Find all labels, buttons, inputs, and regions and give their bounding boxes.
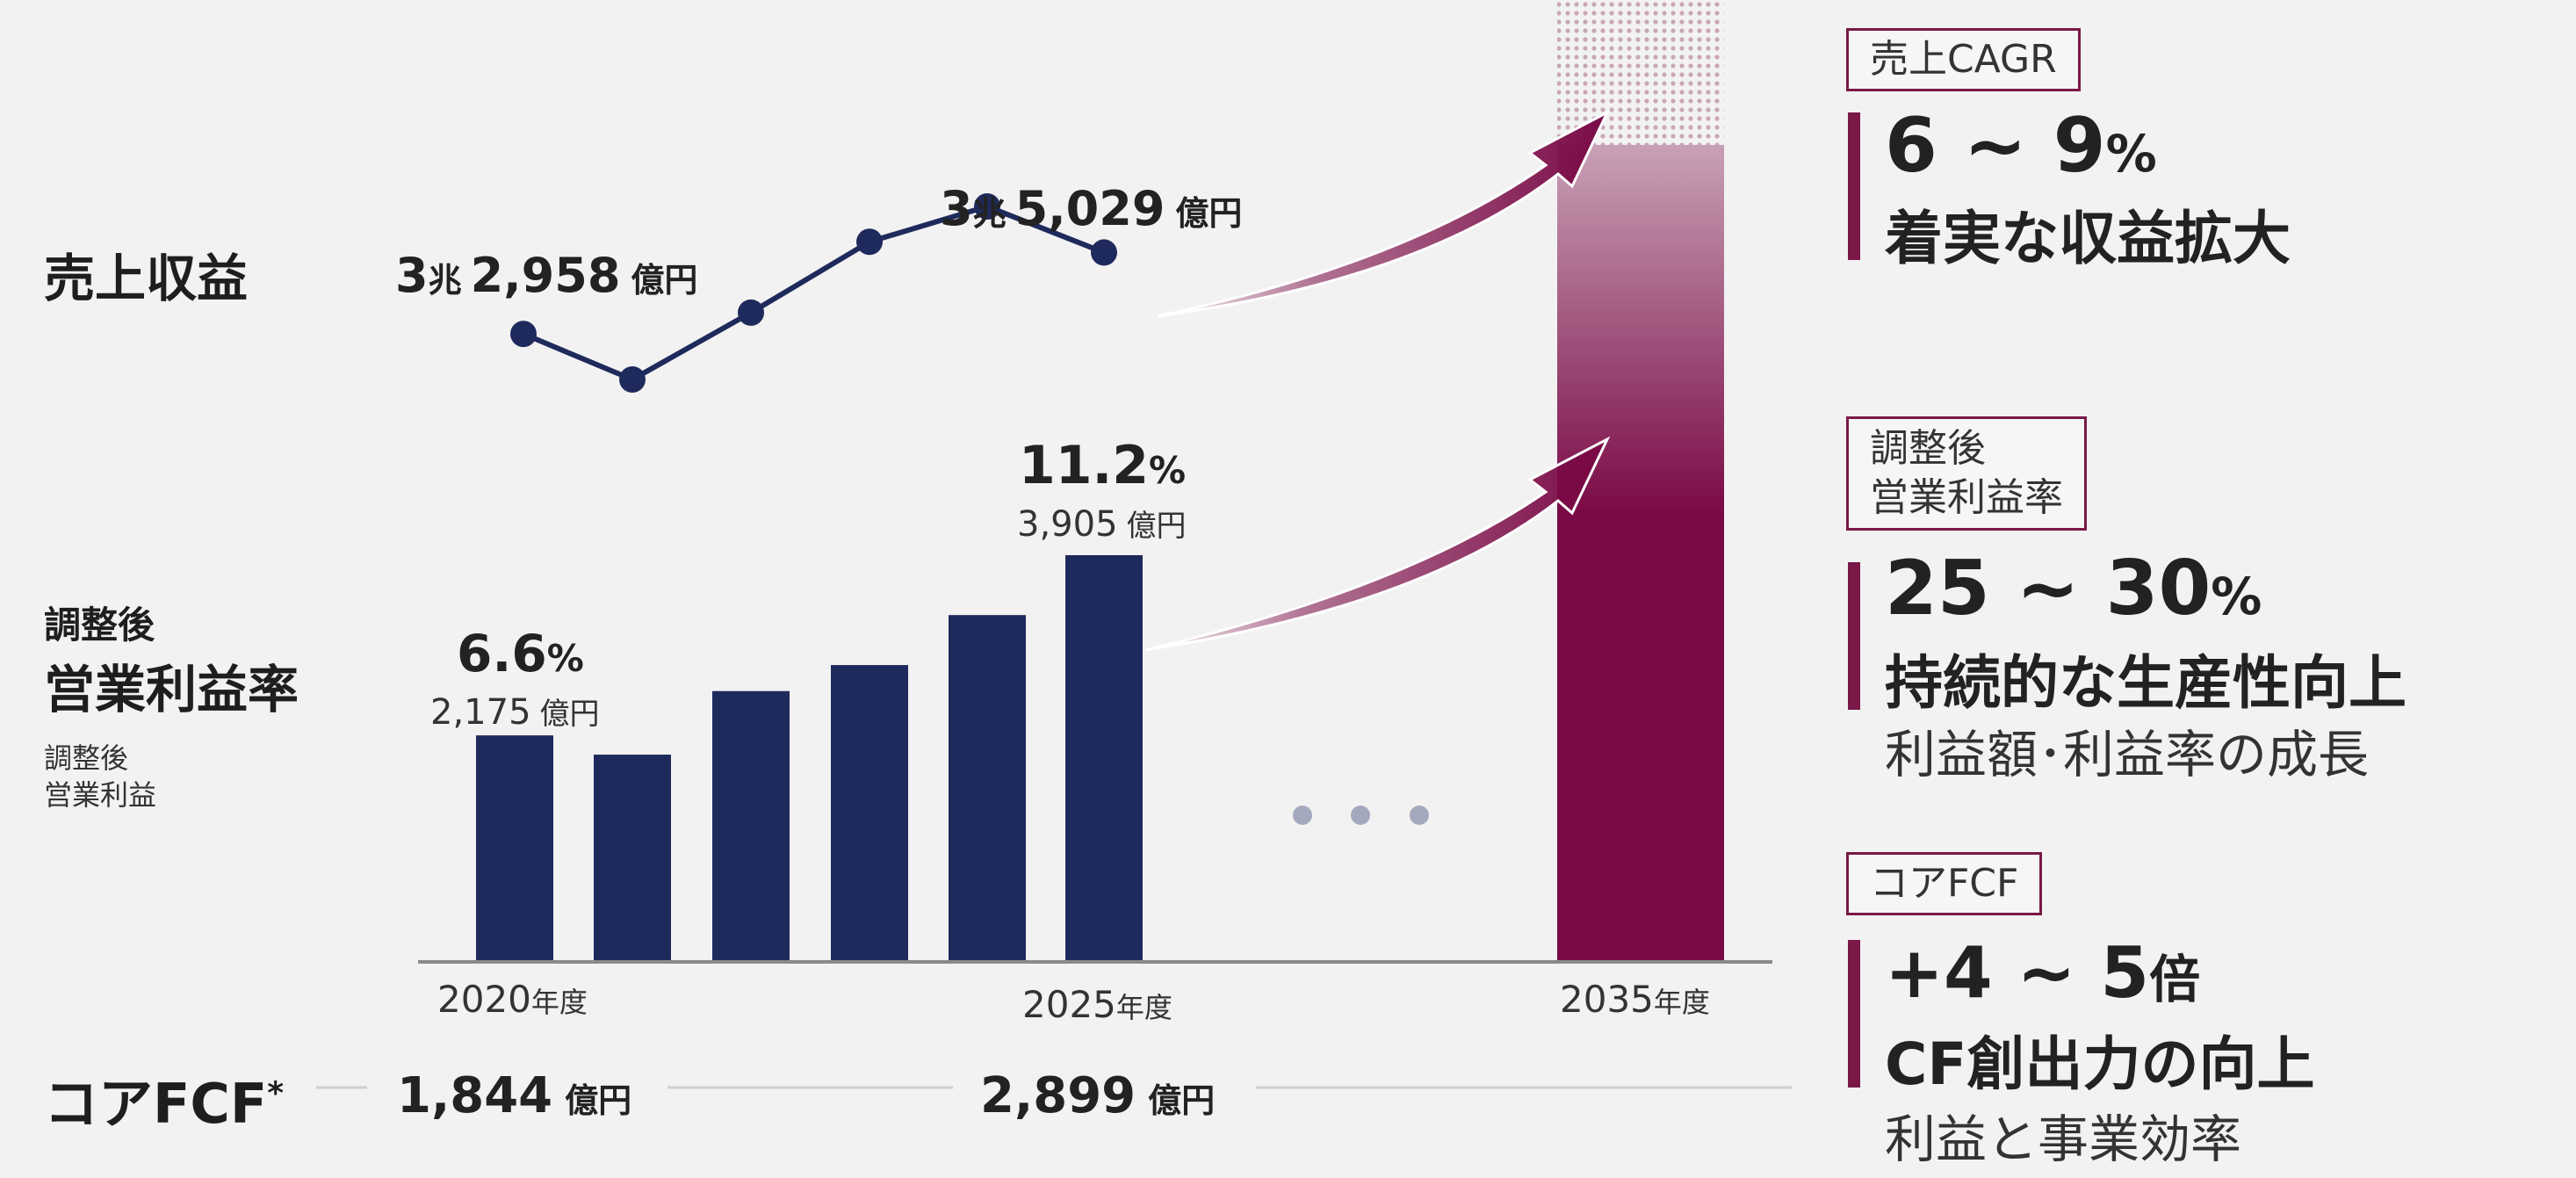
revenue-point-2022 (738, 299, 764, 326)
accent-bar-3 (1848, 940, 1860, 1088)
fcf-start-value: 1,844 億円 (397, 1067, 631, 1124)
revenue-point-2023 (856, 228, 883, 256)
margin-target-box: 調整後 営業利益率 (1846, 416, 2087, 531)
revenue-growth-arrow (1157, 109, 1611, 318)
accent-bar-1 (1848, 112, 1860, 260)
margin-row-label: 営業利益率 (44, 660, 299, 719)
revenue-cagr-value: 6 ~ 9% (1885, 104, 2157, 209)
fcf-row-label-text: コアFCF (44, 1072, 268, 1136)
margin-target-box-line1: 調整後 (1870, 426, 1986, 471)
margin-start-pct: 6.6% (457, 624, 584, 683)
margin-end-amount: 3,905 億円 (1017, 504, 1187, 545)
revenue-row-label: 売上収益 (44, 249, 249, 308)
op-income-bar-2022 (712, 690, 790, 962)
margin-target-unit: % (2211, 567, 2262, 626)
fcf-end-value: 2,899 億円 (980, 1067, 1215, 1124)
op-income-bar-2023 (831, 665, 908, 962)
accent-bar-2 (1848, 562, 1860, 710)
revenue-point-2020 (510, 321, 537, 348)
x-tick-2020: 2020年度 (437, 978, 588, 1021)
margin-target-value: 25 ~ 30% (1885, 546, 2262, 652)
op-income-bar-2021 (594, 755, 671, 962)
margin-start-amount: 2,175 億円 (430, 692, 600, 733)
fcf-target-value: +4 ~ 5倍 (1885, 931, 2200, 1035)
fcf-target-unit: 倍 (2149, 950, 2201, 1009)
op-income-bar-2020 (476, 735, 553, 962)
revenue-cagr-unit: % (2105, 124, 2157, 184)
op-income-label-line1: 調整後 (44, 741, 129, 775)
revenue-end-label: 3兆 5,029 億円 (940, 181, 1242, 236)
target-column-dotted-top (1557, 0, 1724, 145)
target-column (1557, 145, 1724, 962)
ellipsis-dot-3 (1410, 806, 1429, 825)
revenue-start-label: 3兆 2,958 億円 (395, 248, 697, 303)
revenue-point-2025 (1091, 239, 1117, 266)
op-income-bar-2025 (1065, 555, 1143, 962)
x-tick-2025: 2025年度 (1022, 983, 1173, 1026)
fcf-row-label: コアFCF* (44, 1059, 284, 1138)
revenue-point-2021 (619, 366, 646, 393)
x-tick-2035: 2035年度 (1560, 978, 1710, 1021)
fcf-target-sub: 利益と事業効率 (1885, 1109, 2242, 1169)
margin-target-sub: 利益額･利益率の成長 (1885, 725, 2370, 784)
revenue-cagr-desc: 着実な収益拡大 (1885, 205, 2291, 272)
margin-row-label-small: 調整後 (44, 603, 155, 647)
margin-target-range: 25 ~ 30 (1885, 545, 2212, 632)
margin-end-pct: 11.2% (1019, 435, 1186, 496)
op-income-label-line2: 営業利益 (44, 778, 157, 812)
margin-target-box-line2: 営業利益率 (1870, 475, 2063, 520)
ellipsis-dot-1 (1293, 806, 1312, 825)
fcf-footnote-mark: * (267, 1075, 285, 1112)
margin-target-desc: 持続的な生産性向上 (1885, 649, 2406, 717)
fcf-target-desc: CF創出力の向上 (1885, 1030, 2315, 1098)
revenue-line (522, 204, 1106, 382)
revenue-point-2024 (974, 193, 1000, 220)
revenue-cagr-box: 売上CAGR (1846, 28, 2081, 91)
fcf-target-box: コアFCF (1846, 852, 2043, 915)
revenue-cagr-range: 6 ~ 9 (1885, 102, 2106, 190)
margin-growth-arrow (1144, 436, 1611, 652)
ellipsis-dot-2 (1351, 806, 1370, 825)
fcf-target-range: +4 ~ 5 (1885, 932, 2150, 1014)
op-income-bar-2024 (949, 615, 1026, 962)
